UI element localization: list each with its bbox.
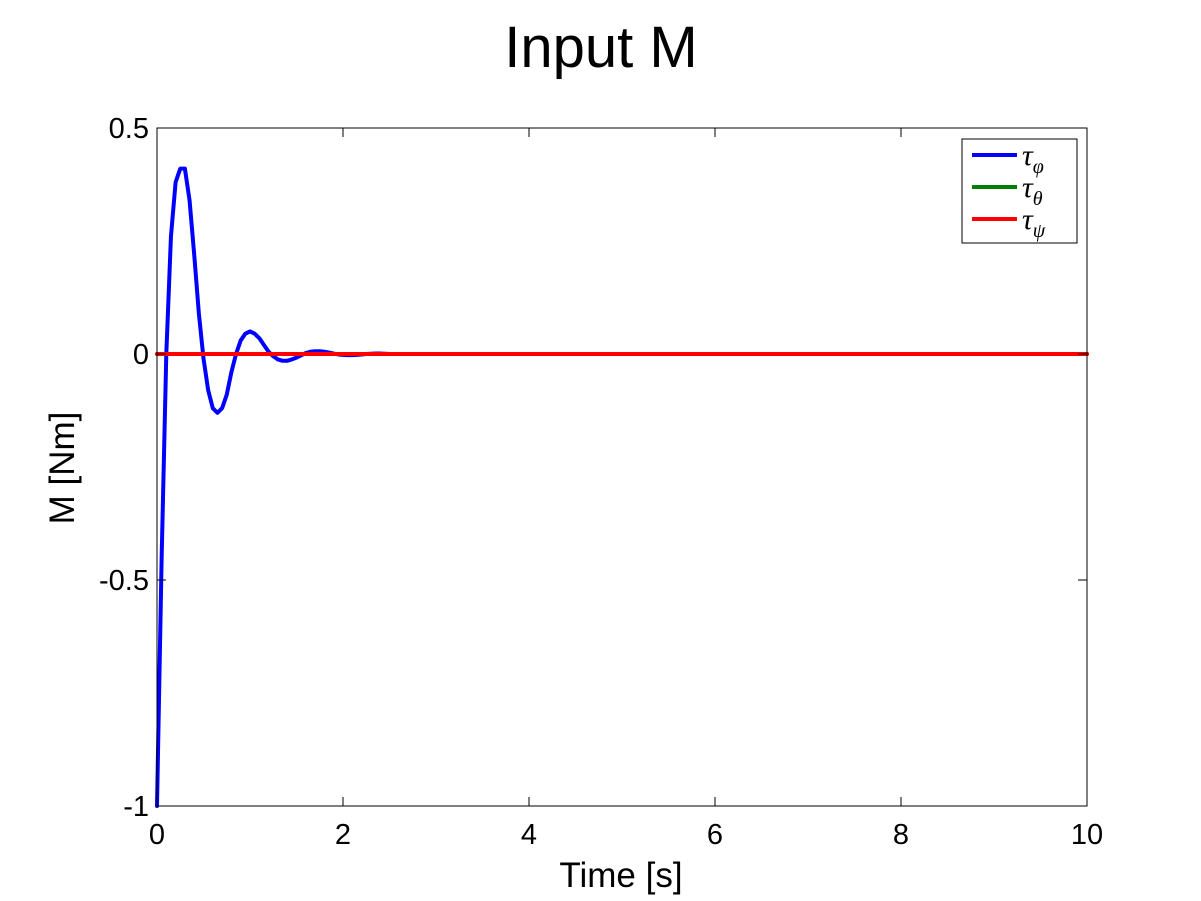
legend-entry: τφ xyxy=(1022,139,1044,178)
x-tick-label: 8 xyxy=(893,819,909,851)
plot-background xyxy=(157,128,1087,806)
y-axis-ticks: -1 -0.5 0 0.5 xyxy=(99,113,1087,823)
plot-frame xyxy=(156,127,1088,807)
x-tick-label: 2 xyxy=(335,819,351,851)
y-axis-label: M [Nm] xyxy=(43,412,82,525)
legend-entry: τψ xyxy=(1022,203,1046,242)
plot-area: 0 2 4 6 8 10 -1 -0.5 0 0.5 xyxy=(99,113,1103,851)
x-axis-label: Time [s] xyxy=(559,856,682,895)
x-tick-label: 10 xyxy=(1071,819,1103,851)
y-tick-label: -0.5 xyxy=(99,565,149,597)
legend-entry: τθ xyxy=(1022,171,1043,210)
x-tick-label: 6 xyxy=(707,819,723,851)
x-tick-label: 0 xyxy=(149,819,165,851)
y-tick-label: -1 xyxy=(123,791,149,823)
x-tick-label: 4 xyxy=(521,819,537,851)
x-axis-ticks: 0 2 4 6 8 10 xyxy=(149,128,1103,851)
chart-title: Input M xyxy=(504,15,697,80)
series-layer xyxy=(155,166,1089,808)
y-tick-label: 0 xyxy=(133,339,149,371)
y-tick-label: 0.5 xyxy=(109,113,149,145)
